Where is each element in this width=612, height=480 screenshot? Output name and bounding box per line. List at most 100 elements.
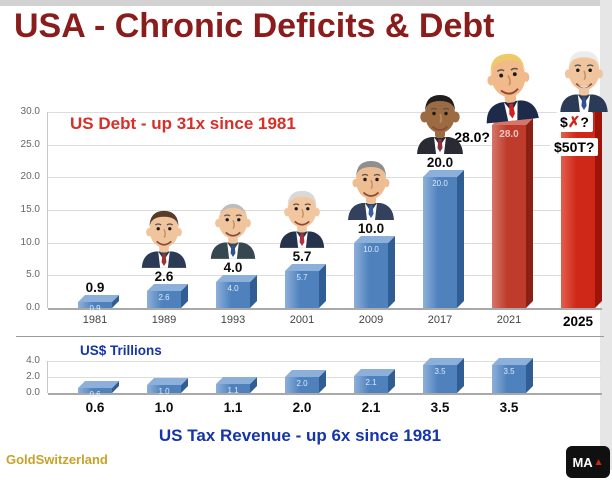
bar: 10.0	[354, 236, 395, 308]
gridline	[48, 177, 602, 178]
gridline	[48, 393, 602, 395]
bar-value-label: 5.7	[292, 249, 312, 264]
bar-inside-label: 5.7	[296, 273, 308, 282]
bar-inside-label: 2.6	[158, 293, 170, 302]
page-title: USA - Chronic Deficits & Debt	[14, 7, 495, 45]
y-axis-tick-label: 2.0	[26, 371, 40, 382]
right-border-strip	[600, 0, 612, 470]
revenue-value-label: 3.5	[430, 400, 450, 415]
bar-top-face	[423, 170, 464, 177]
bar-side-face	[388, 236, 395, 308]
caricature-donald-trump	[472, 45, 545, 124]
bar-top-face	[147, 378, 188, 385]
bar: 20.0	[423, 170, 464, 308]
y-axis-tick-label: 30.0	[20, 106, 40, 117]
bar-front-face	[216, 282, 250, 308]
bar-front-face	[423, 177, 457, 308]
mam-logo-mountain-icon: ▲	[593, 456, 604, 468]
y-axis-tick-label: 10.0	[20, 237, 40, 248]
bar-side-face	[457, 170, 464, 308]
bar-front-face	[78, 302, 112, 308]
bar-top-face	[78, 381, 119, 388]
y-axis-tick-label: 25.0	[20, 139, 40, 150]
bar: 28.0	[492, 118, 533, 308]
gridline	[48, 112, 602, 113]
debt-2025-x-annotation: $✗?	[556, 112, 593, 132]
bar-value-label: 20.0	[426, 155, 454, 170]
bar-value-label: 4.0	[223, 260, 243, 275]
bar-top-face	[423, 358, 464, 365]
dollar-sign: $	[560, 114, 568, 130]
revenue-value-label: 2.0	[292, 400, 312, 415]
bar-front-face	[492, 365, 526, 393]
bar-front-face	[492, 125, 526, 308]
bar-front-face	[147, 385, 181, 393]
bar-inside-label: 0.6	[89, 390, 101, 399]
bar-top-face	[492, 358, 533, 365]
x-axis-year-label: 2025	[562, 314, 594, 329]
bar-value-label: 2.6	[154, 269, 174, 284]
bar-top-face	[216, 275, 257, 282]
y-axis-tick-label: 15.0	[20, 204, 40, 215]
caricature-joe-biden	[554, 46, 612, 112]
y-axis-tick-label: 20.0	[20, 171, 40, 182]
bar: 4.0	[216, 275, 257, 308]
revenue-chart-title: US Tax Revenue - up 6x since 1981	[158, 426, 442, 445]
bar: 0.9	[78, 295, 119, 313]
goldswitzerland-watermark: GoldSwitzerland	[6, 452, 108, 467]
chart-separator-line	[16, 336, 604, 337]
debt-chart: 30.0 25.0 20.0 15.0 10.0 5.0 0.0 0.9 0.9 2.6 2.6 4.…	[20, 101, 602, 329]
bar-inside-label: 0.9	[89, 304, 101, 313]
gridline	[48, 145, 602, 146]
bar-top-face	[216, 377, 257, 384]
bar-value-label: 10.0	[357, 221, 385, 236]
x-mark-icon: ✗	[567, 114, 581, 131]
bar-top-face	[285, 370, 326, 377]
bar-value-label: 0.9	[85, 280, 105, 295]
bar: 3.5	[492, 358, 533, 393]
y-axis-tick-label: 0.0	[26, 302, 40, 313]
bar-inside-label: 28.0	[499, 129, 519, 140]
bar-inside-label: 1.1	[227, 386, 239, 395]
revenue-unit-label: US$ Trillions	[80, 343, 162, 358]
x-axis-year-label: 2009	[358, 314, 384, 326]
bar-side-face	[526, 118, 533, 308]
bar-inside-label: 20.0	[432, 179, 448, 188]
caricature-barack-obama	[411, 90, 469, 154]
caricature-ronald-reagan	[136, 206, 192, 268]
x-axis-year-label: 2017	[427, 314, 453, 326]
y-axis-line	[47, 112, 48, 308]
x-axis-year-label: 1981	[82, 314, 108, 326]
bar-inside-label: 3.5	[434, 367, 446, 376]
revenue-chart: 4.0 2.0 0.0 0.6 0.6 1.0 1.0 1.1 1.1 2.0 2.0 2.1 2.1 3…	[0, 340, 612, 420]
bar: 0.6	[78, 381, 119, 399]
x-axis-year-label: 2001	[289, 314, 315, 326]
mam-logo: MA ▲	[566, 446, 610, 478]
bar-top-face	[354, 369, 395, 376]
bar: 3.5	[423, 358, 464, 393]
bar: 5.7	[285, 264, 326, 308]
bar-front-face	[285, 377, 319, 393]
bar: 1.0	[147, 378, 188, 396]
revenue-value-label: 3.5	[499, 400, 519, 415]
revenue-value-label: 2.1	[361, 400, 381, 415]
revenue-value-label: 1.0	[154, 400, 174, 415]
bar: 1.1	[216, 377, 257, 395]
bar-inside-label: 2.0	[296, 379, 308, 388]
debt-chart-title: US Debt - up 31x since 1981	[70, 114, 296, 133]
bar-side-face	[595, 101, 602, 308]
x-axis-year-label: 1993	[220, 314, 246, 326]
x-axis-year-label: 1989	[151, 314, 177, 326]
y-axis-line	[47, 361, 48, 393]
gridline	[48, 243, 602, 244]
y-axis-tick-label: 4.0	[26, 355, 40, 366]
bar-front-face	[354, 376, 388, 393]
bar-top-face	[354, 236, 395, 243]
bar-top-face	[78, 295, 119, 302]
bar-side-face	[319, 264, 326, 308]
gridline	[48, 308, 602, 310]
caricature-george-h-w-bush	[205, 197, 261, 259]
revenue-value-label: 0.6	[85, 400, 105, 415]
x-axis-year-label: 2021	[496, 314, 522, 326]
